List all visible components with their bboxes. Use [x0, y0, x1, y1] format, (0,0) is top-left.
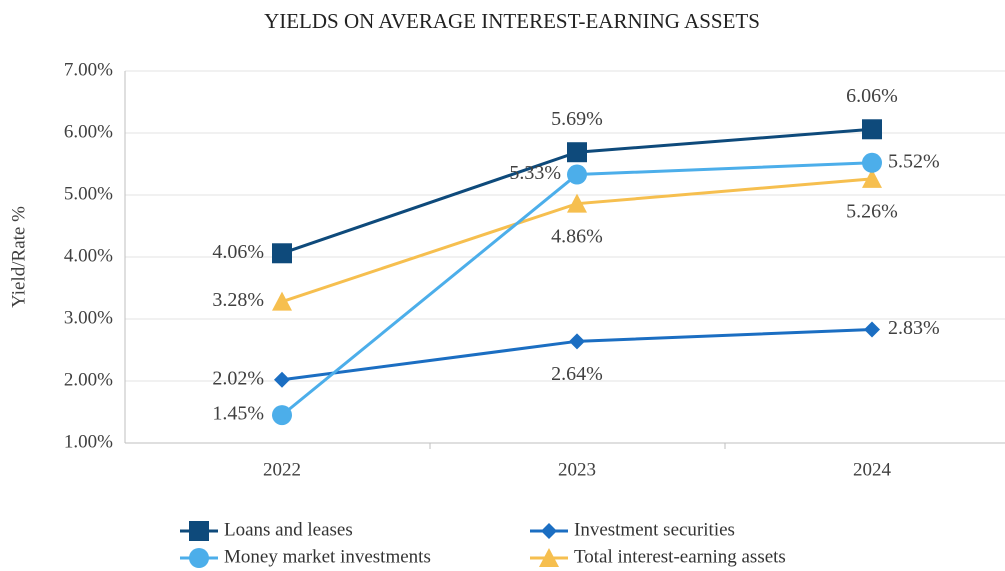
y-tick-label: 6.00% [64, 121, 113, 142]
marker [189, 548, 209, 568]
y-tick-label: 5.00% [64, 183, 113, 204]
marker [272, 291, 292, 311]
marker [569, 333, 585, 350]
data-label: 4.06% [212, 241, 264, 263]
x-tick-label: 2023 [558, 459, 596, 480]
legend-label: Total interest-earning assets [574, 546, 786, 567]
legend-label: Loans and leases [224, 519, 353, 540]
marker [539, 548, 559, 567]
marker [272, 405, 292, 426]
marker [864, 321, 880, 338]
marker [541, 523, 557, 539]
data-label: 2.02% [212, 367, 264, 389]
data-label: 6.06% [846, 85, 898, 107]
data-label: 5.52% [888, 150, 940, 172]
data-label: 5.26% [846, 200, 898, 222]
marker [567, 193, 587, 213]
legend-label: Money market investments [224, 546, 431, 567]
marker [272, 243, 292, 264]
marker [567, 164, 587, 185]
data-label: 2.64% [551, 363, 603, 385]
y-tick-label: 7.00% [64, 59, 113, 80]
data-label: 3.28% [212, 289, 264, 311]
x-tick-label: 2024 [853, 459, 892, 480]
marker [189, 521, 209, 541]
data-label: 2.83% [888, 317, 940, 339]
marker [862, 168, 882, 188]
y-axis-label: Yield/Rate % [8, 206, 29, 308]
data-label: 1.45% [212, 403, 264, 425]
marker [862, 119, 882, 140]
legend-label: Investment securities [574, 519, 735, 540]
y-tick-label: 4.00% [64, 245, 113, 266]
chart-title: YIELDS ON AVERAGE INTEREST-EARNING ASSET… [264, 9, 760, 33]
y-tick-label: 1.00% [64, 431, 113, 452]
marker [274, 371, 290, 388]
data-label: 5.69% [551, 108, 603, 130]
data-label: 4.86% [551, 225, 603, 247]
marker [862, 152, 882, 173]
y-tick-label: 2.00% [64, 369, 113, 390]
y-tick-label: 3.00% [64, 307, 113, 328]
marker [567, 142, 587, 163]
x-tick-label: 2022 [263, 459, 301, 480]
data-label: 5.33% [509, 162, 561, 184]
